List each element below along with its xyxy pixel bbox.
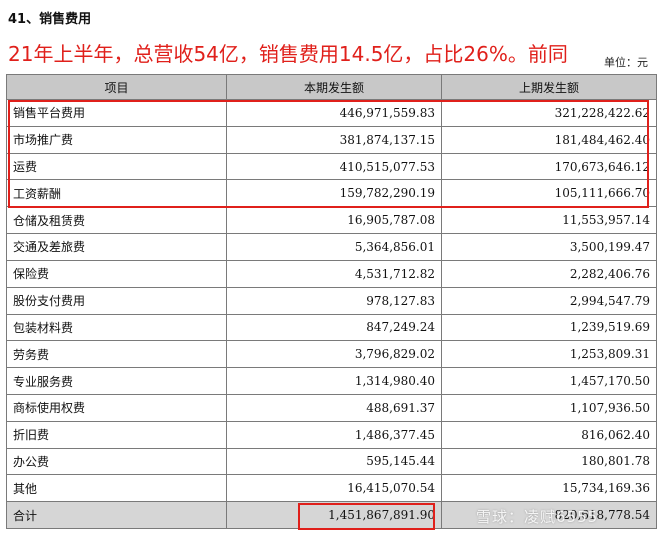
row-current: 16,905,787.08 — [226, 206, 442, 235]
table-row: 劳务费 3,796,829.02 1,253,809.31 — [6, 340, 657, 369]
row-current: 410,515,077.53 — [226, 152, 442, 181]
row-item: 包装材料费 — [6, 313, 227, 342]
table-row: 保险费 4,531,712.82 2,282,406.76 — [6, 259, 657, 288]
total-row: 合计 1,451,867,891.90 820,618,778.54 — [6, 501, 657, 529]
row-previous: 15,734,169.36 — [441, 474, 657, 503]
sales-expense-table: 项目 本期发生额 上期发生额 销售平台费用 446,971,559.83 321,2… — [6, 74, 657, 529]
table-row: 商标使用权费 488,691.37 1,107,936.50 — [6, 393, 657, 422]
row-previous: 170,673,646.12 — [441, 152, 657, 181]
row-item: 交通及差旅费 — [6, 233, 227, 261]
row-item: 股份支付费用 — [6, 286, 227, 315]
table-row: 折旧费 1,486,377.45 816,062.40 — [6, 420, 657, 449]
row-current: 1,314,980.40 — [226, 367, 442, 395]
row-current: 595,145.44 — [226, 447, 442, 476]
table-header-row: 项目 本期发生额 上期发生额 — [6, 74, 657, 100]
row-current: 446,971,559.83 — [226, 99, 442, 127]
row-previous: 816,062.40 — [441, 420, 657, 449]
row-item: 其他 — [6, 474, 227, 503]
table-row: 工资薪酬 159,782,290.19 105,111,666.70 — [6, 179, 657, 208]
row-current: 381,874,137.15 — [226, 125, 442, 154]
highlight-box-total — [298, 503, 435, 530]
row-item: 劳务费 — [6, 340, 227, 369]
unit-label: 单位：元 — [604, 56, 648, 69]
column-header-current: 本期发生额 — [226, 74, 442, 100]
row-current: 159,782,290.19 — [226, 179, 442, 208]
total-label: 合计 — [6, 501, 227, 529]
column-header-previous: 上期发生额 — [441, 74, 657, 100]
row-previous: 1,457,170.50 — [441, 367, 657, 395]
row-current: 488,691.37 — [226, 393, 442, 422]
table-row: 交通及差旅费 5,364,856.01 3,500,199.47 — [6, 233, 657, 261]
table-row: 销售平台费用 446,971,559.83 321,228,422.62 — [6, 99, 657, 127]
row-current: 16,415,070.54 — [226, 474, 442, 503]
row-item: 保险费 — [6, 259, 227, 288]
row-previous: 1,253,809.31 — [441, 340, 657, 369]
row-previous: 321,228,422.62 — [441, 99, 657, 127]
row-item: 折旧费 — [6, 420, 227, 449]
table-row: 运费 410,515,077.53 170,673,646.12 — [6, 152, 657, 181]
highlight-box-top-rows — [8, 100, 649, 208]
row-current: 3,796,829.02 — [226, 340, 442, 369]
total-previous: 820,618,778.54 — [441, 501, 657, 529]
row-current: 847,249.24 — [226, 313, 442, 342]
row-previous: 1,107,936.50 — [441, 393, 657, 422]
table-row: 股份支付费用 978,127.83 2,994,547.79 — [6, 286, 657, 315]
watermark: 雪球：凌赋6555 — [476, 508, 599, 526]
row-previous: 180,801.78 — [441, 447, 657, 476]
row-previous: 2,282,406.76 — [441, 259, 657, 288]
row-item: 仓储及租赁费 — [6, 206, 227, 235]
table-row: 专业服务费 1,314,980.40 1,457,170.50 — [6, 367, 657, 395]
row-current: 1,486,377.45 — [226, 420, 442, 449]
row-previous: 181,484,462.40 — [441, 125, 657, 154]
annotation-headline: 21年上半年，总营收54亿，销售费用14.5亿，占比26%。前同 — [8, 42, 568, 66]
row-previous: 2,994,547.79 — [441, 286, 657, 315]
column-header-item: 项目 — [6, 74, 227, 100]
row-current: 5,364,856.01 — [226, 233, 442, 261]
row-item: 运费 — [6, 152, 227, 181]
row-previous: 11,553,957.14 — [441, 206, 657, 235]
table-row: 办公费 595,145.44 180,801.78 — [6, 447, 657, 476]
row-item: 商标使用权费 — [6, 393, 227, 422]
row-previous: 1,239,519.69 — [441, 313, 657, 342]
section-title: 41、销售费用 — [8, 12, 92, 27]
row-previous: 105,111,666.70 — [441, 179, 657, 208]
row-item: 办公费 — [6, 447, 227, 476]
row-current: 4,531,712.82 — [226, 259, 442, 288]
table-row: 市场推广费 381,874,137.15 181,484,462.40 — [6, 125, 657, 154]
row-previous: 3,500,199.47 — [441, 233, 657, 261]
table-row: 仓储及租赁费 16,905,787.08 11,553,957.14 — [6, 206, 657, 235]
table-row: 其他 16,415,070.54 15,734,169.36 — [6, 474, 657, 503]
row-item: 销售平台费用 — [6, 99, 227, 127]
total-current: 1,451,867,891.90 — [226, 501, 442, 529]
row-current: 978,127.83 — [226, 286, 442, 315]
row-item: 专业服务费 — [6, 367, 227, 395]
table-row: 包装材料费 847,249.24 1,239,519.69 — [6, 313, 657, 342]
